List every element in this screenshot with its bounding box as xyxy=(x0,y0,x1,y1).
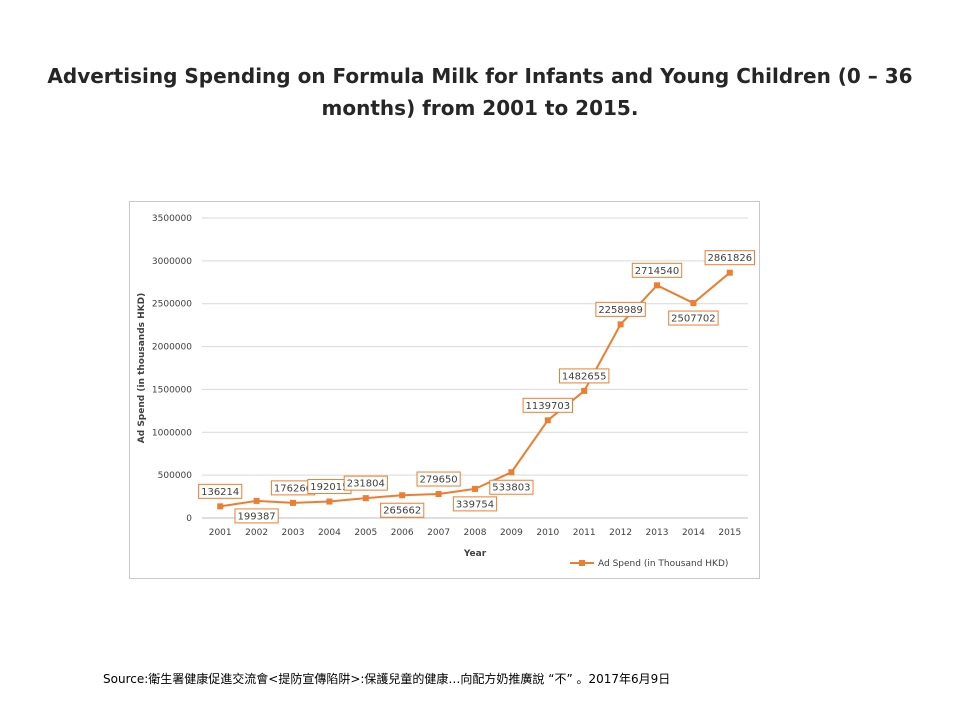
data-label: 339754 xyxy=(456,499,494,510)
chart-area: 0 500000 1000000 1500000 2000000 2500000 30000… xyxy=(129,201,760,579)
data-point xyxy=(726,269,733,276)
line-chart: 0 500000 1000000 1500000 2000000 2500000 30000… xyxy=(137,214,755,569)
data-point xyxy=(508,469,515,476)
legend-marker-swatch xyxy=(579,560,585,566)
data-label-box xyxy=(595,301,646,317)
x-tick-label: 2007 xyxy=(427,528,450,538)
data-label: 199387 xyxy=(238,511,276,522)
x-tick-label: 2004 xyxy=(318,528,341,538)
y-tick-label: 3500000 xyxy=(152,214,192,224)
data-label: 2507702 xyxy=(671,314,716,325)
data-label-box xyxy=(559,368,610,384)
data-label: 1482655 xyxy=(562,371,607,382)
data-point xyxy=(253,497,260,504)
data-point xyxy=(217,503,224,510)
x-tick-label: 2010 xyxy=(536,528,559,538)
data-label: 2861826 xyxy=(708,253,753,264)
data-label-box xyxy=(631,262,683,278)
data-point xyxy=(617,321,624,328)
data-label-box xyxy=(416,471,461,487)
data-point xyxy=(654,282,660,289)
data-point xyxy=(544,417,551,424)
slide-title: Advertising Spending on Formula Milk for… xyxy=(47,64,913,120)
x-tick-label: 2014 xyxy=(682,528,705,538)
legend-label: Ad Spend (in Thousand HKD) xyxy=(598,559,728,569)
data-label: 136214 xyxy=(201,487,239,498)
x-tick-label: 2002 xyxy=(245,528,268,538)
x-tick-label: 2009 xyxy=(500,528,523,538)
data-label-box xyxy=(522,397,574,413)
x-tick-label: 2013 xyxy=(646,528,669,538)
y-tick-label: 500000 xyxy=(158,471,193,481)
x-axis-title: Year xyxy=(463,549,487,559)
x-tick-label: 2003 xyxy=(282,528,305,538)
data-point xyxy=(362,495,369,502)
data-point xyxy=(690,300,697,307)
data-point xyxy=(435,491,442,498)
data-point xyxy=(472,485,478,492)
y-tick-label: 0 xyxy=(186,514,192,524)
x-tick-label: 2006 xyxy=(391,528,414,538)
x-tick-label: 2008 xyxy=(464,528,487,538)
data-label: 192015 xyxy=(310,482,348,493)
data-label: 2714540 xyxy=(635,266,680,277)
data-label: 2258989 xyxy=(598,305,643,316)
x-tick-label: 2011 xyxy=(573,528,596,538)
data-point xyxy=(581,387,588,394)
x-tick-label: 2015 xyxy=(718,528,741,538)
data-label: 176266 xyxy=(274,483,312,494)
x-tick-label: 2005 xyxy=(354,528,377,538)
x-tick-label: 2001 xyxy=(209,528,232,538)
y-tick-label: 1000000 xyxy=(152,428,192,438)
data-label: 265662 xyxy=(383,506,421,517)
y-axis-title: Ad Spend (in thousands HKD) xyxy=(137,293,147,443)
y-tick-label: 2000000 xyxy=(152,343,192,353)
data-label-box xyxy=(489,479,534,495)
source-note: Source:衛生署健康促進交流會<提防宣傳陷阱>:保護兒童的健康…向配方奶推廣… xyxy=(103,672,671,686)
data-label: 279650 xyxy=(420,475,458,486)
data-label-box xyxy=(234,508,279,524)
y-tick-label: 1500000 xyxy=(152,385,192,395)
data-label-box xyxy=(668,310,719,326)
data-label-box xyxy=(704,250,755,266)
data-label-box xyxy=(343,475,388,491)
data-label: 533803 xyxy=(492,483,530,494)
y-tick-label: 3000000 xyxy=(152,257,192,267)
data-label-box xyxy=(198,483,243,499)
data-point xyxy=(399,492,406,499)
data-point xyxy=(290,499,296,506)
x-tick-label: 2012 xyxy=(609,528,632,538)
data-label: 231804 xyxy=(347,479,385,490)
y-tick-label: 2500000 xyxy=(152,300,192,310)
data-label-box xyxy=(380,502,425,518)
data-label: 1139703 xyxy=(526,401,571,412)
data-point xyxy=(326,498,333,505)
data-label-box xyxy=(452,496,498,512)
legend: Ad Spend (in Thousand HKD) xyxy=(570,559,728,569)
